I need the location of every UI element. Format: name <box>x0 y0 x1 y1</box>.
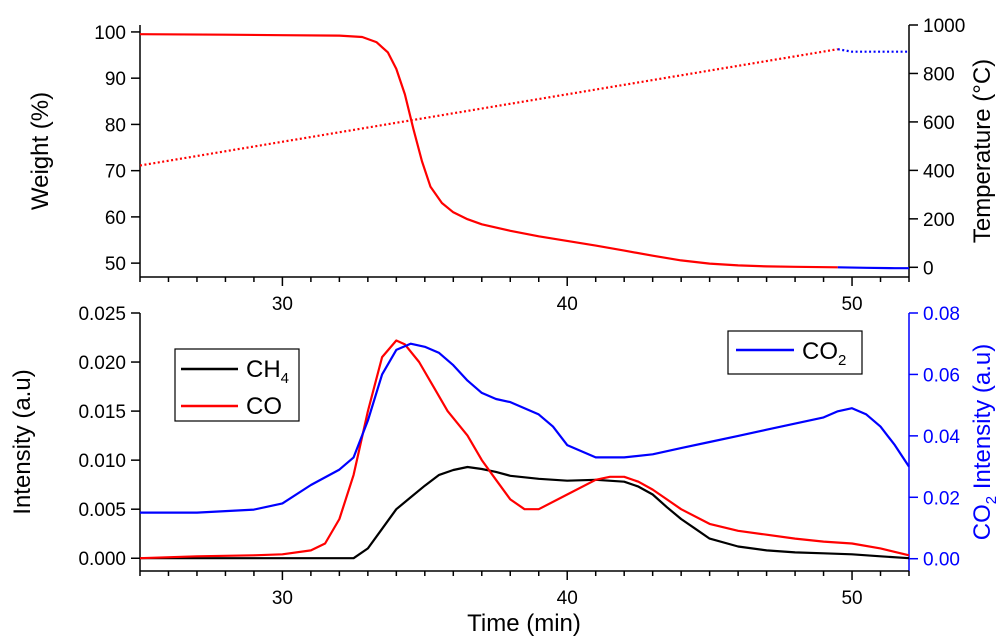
series-co-line <box>139 339 910 560</box>
top-y-axis-label: Weight (%) <box>27 92 54 210</box>
series-dotted-2-line <box>139 48 838 167</box>
left-y-tick-label: 0.025 <box>78 304 126 325</box>
right-y-tick-label: 0.04 <box>923 427 960 448</box>
right-y-tick-label: 0.06 <box>923 365 960 386</box>
left-y-tick-label: 0.020 <box>78 353 126 374</box>
left-y-tick-label: 0.015 <box>78 402 126 423</box>
bottom-left-y-ticks: 0.000 0.005 0.010 0.015 0.020 0.025 <box>78 304 140 570</box>
left-y-tick-label: 90 <box>105 69 126 90</box>
y2-label-co: CO <box>969 504 996 540</box>
x-tick-label: 50 <box>841 588 862 609</box>
x-tick-label: 40 <box>557 294 578 315</box>
left-y-tick-label: 100 <box>94 23 126 44</box>
top-series-group <box>139 33 909 270</box>
top-x-ticks: 30 40 50 <box>139 277 910 315</box>
left-y-tick-label: 70 <box>105 162 126 183</box>
x-tick-label: 50 <box>841 294 862 315</box>
legend-label-co2: CO2 <box>802 338 846 369</box>
series-co2-line <box>140 342 910 514</box>
x-tick-label: 30 <box>272 294 293 315</box>
series-dotted-3-line <box>837 48 909 53</box>
legend-label-co: CO <box>246 393 282 420</box>
legend-left: CH4 CO <box>174 348 300 422</box>
right-y-tick-label: 600 <box>923 113 955 134</box>
left-y-tick-label: 0.010 <box>78 451 126 472</box>
right-y-tick-label: 200 <box>923 210 955 231</box>
top-y2-axis-label: Temperature (°C) <box>969 59 996 243</box>
y2-label-sub: 2 <box>983 496 1000 504</box>
legend-right: CO2 <box>727 330 863 375</box>
left-y-tick-label: 0.005 <box>78 500 126 521</box>
bottom-x-axis-label: Time (min) <box>467 610 581 637</box>
bottom-right-y-ticks: 0.00 0.02 0.04 0.06 0.08 <box>909 304 960 571</box>
legend-label-ch4: CH4 <box>246 356 289 387</box>
right-y-tick-label: 1000 <box>923 16 965 37</box>
x-tick-label: 40 <box>557 588 578 609</box>
series-solid-0-line <box>139 33 838 269</box>
right-y-tick-label: 0.02 <box>923 488 960 509</box>
series-solid-1-line <box>837 266 909 270</box>
left-y-tick-label: 0.000 <box>78 549 126 570</box>
series-ch4-line <box>140 465 910 560</box>
right-y-tick-label: 800 <box>923 64 955 85</box>
legend-left-box <box>174 348 300 422</box>
right-y-tick-label: 0.00 <box>923 550 960 571</box>
left-y-tick-label: 80 <box>105 115 126 136</box>
legend-right-box <box>727 330 863 375</box>
top-right-y-ticks: 0 200 400 600 800 1000 <box>909 16 965 279</box>
bottom-y-axis-label: Intensity (a.u) <box>9 369 36 514</box>
top-left-y-ticks: 50 60 70 80 90 100 <box>94 23 140 275</box>
weight-temperature-panel: 50 60 70 80 90 100 0 200 400 600 800 1000 30 40 50 W… <box>27 16 996 315</box>
left-y-tick-label: 60 <box>105 208 126 229</box>
left-y-tick-label: 50 <box>105 254 126 275</box>
x-tick-label: 30 <box>272 588 293 609</box>
right-y-tick-label: 0 <box>923 258 934 279</box>
bottom-series-group <box>139 339 910 560</box>
bottom-y2-axis-label: CO2 Intensity (a.u) <box>969 344 1000 540</box>
y2-label-rest: Intensity (a.u) <box>969 344 996 496</box>
right-y-tick-label: 400 <box>923 161 955 182</box>
right-y-tick-label: 0.08 <box>923 304 960 325</box>
bottom-x-ticks: 30 40 50 <box>139 571 910 609</box>
